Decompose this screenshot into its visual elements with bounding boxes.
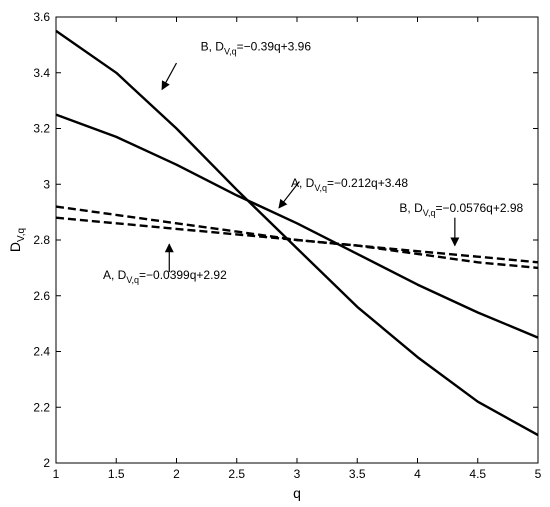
x-tick-label: 5 (535, 467, 542, 481)
annotation-prefix: B, D (399, 201, 423, 215)
annotation-prefix: A, D (291, 176, 315, 190)
annotation-prefix: A, D (103, 268, 127, 282)
series-line-4 (55, 216, 539, 270)
x-tick-label: 2.5 (228, 467, 245, 481)
annotation-label: B, DV,q=−0.39q+3.96 (201, 39, 312, 56)
annotation-subscript: V,q (224, 46, 237, 56)
annotation-equation: =−0.0576q+2.98 (435, 201, 523, 215)
y-tick-label: 3.2 (33, 122, 50, 136)
annotation-subscript: V,q (126, 275, 139, 285)
annotation-equation: =−0.212q+3.48 (327, 176, 408, 190)
x-tick-label: 1 (53, 467, 60, 481)
y-tick-label: 2 (43, 456, 50, 470)
x-axis-label: q (293, 485, 301, 501)
y-axis-label: DV,q (7, 228, 27, 252)
y-tick-label: 3.6 (33, 10, 50, 24)
annotation-label: A, DV,q=−0.0399q+2.92 (103, 268, 227, 285)
annotation-label: A, DV,q=−0.212q+3.48 (291, 176, 408, 193)
annotation-arrow (161, 62, 178, 91)
x-tick-label: 3.5 (349, 467, 366, 481)
annotation-equation: =−0.0399q+2.92 (139, 268, 227, 282)
series-line-1 (55, 29, 539, 437)
y-tick-label: 2.4 (33, 345, 50, 359)
y-axis-label-main: D (7, 242, 23, 252)
x-tick-label: 3 (294, 467, 301, 481)
y-tick-label: 2.2 (33, 400, 50, 414)
series-line-2 (55, 113, 539, 339)
annotation-layer: B, DV,q=−0.39q+3.96A, DV,q=−0.212q+3.48B… (103, 39, 524, 285)
x-tick-label: 4 (414, 467, 421, 481)
y-tick-label: 3 (43, 177, 50, 191)
x-tick-label: 1.5 (108, 467, 125, 481)
annotation-arrow (278, 181, 300, 209)
y-tick-label: 3.4 (33, 66, 50, 80)
annotation-subscript: V,q (423, 208, 436, 218)
y-tick-label: 2.6 (33, 289, 50, 303)
annotation-subscript: V,q (314, 183, 327, 193)
annotation-label: B, DV,q=−0.0576q+2.98 (399, 201, 523, 218)
y-axis-label-sub: V,q (16, 228, 27, 242)
annotation-prefix: B, D (201, 39, 225, 53)
series-layer (55, 29, 539, 437)
x-tick-label: 4.5 (469, 467, 486, 481)
axis-ticks: 1 1.5 2 2.5 3 3.5 4 4.5 5 2 2.2 2.4 2.6 2.8 3 3.2 3.4 3.6 (33, 10, 541, 481)
annotation-equation: =−0.39q+3.96 (237, 39, 312, 53)
x-tick-label: 2 (173, 467, 180, 481)
y-tick-label: 2.8 (33, 233, 50, 247)
